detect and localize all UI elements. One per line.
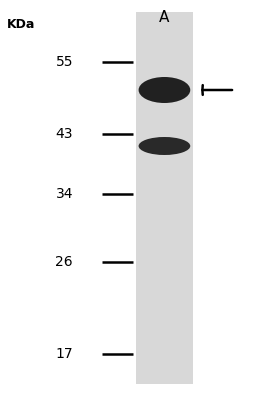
FancyBboxPatch shape [136, 12, 193, 384]
Ellipse shape [139, 77, 190, 103]
Text: A: A [159, 10, 170, 25]
Text: 26: 26 [55, 255, 73, 269]
Text: 17: 17 [55, 347, 73, 361]
Text: KDa: KDa [7, 18, 35, 31]
Text: 43: 43 [56, 127, 73, 141]
Ellipse shape [139, 137, 190, 155]
Text: 55: 55 [56, 55, 73, 69]
Text: 34: 34 [56, 187, 73, 201]
